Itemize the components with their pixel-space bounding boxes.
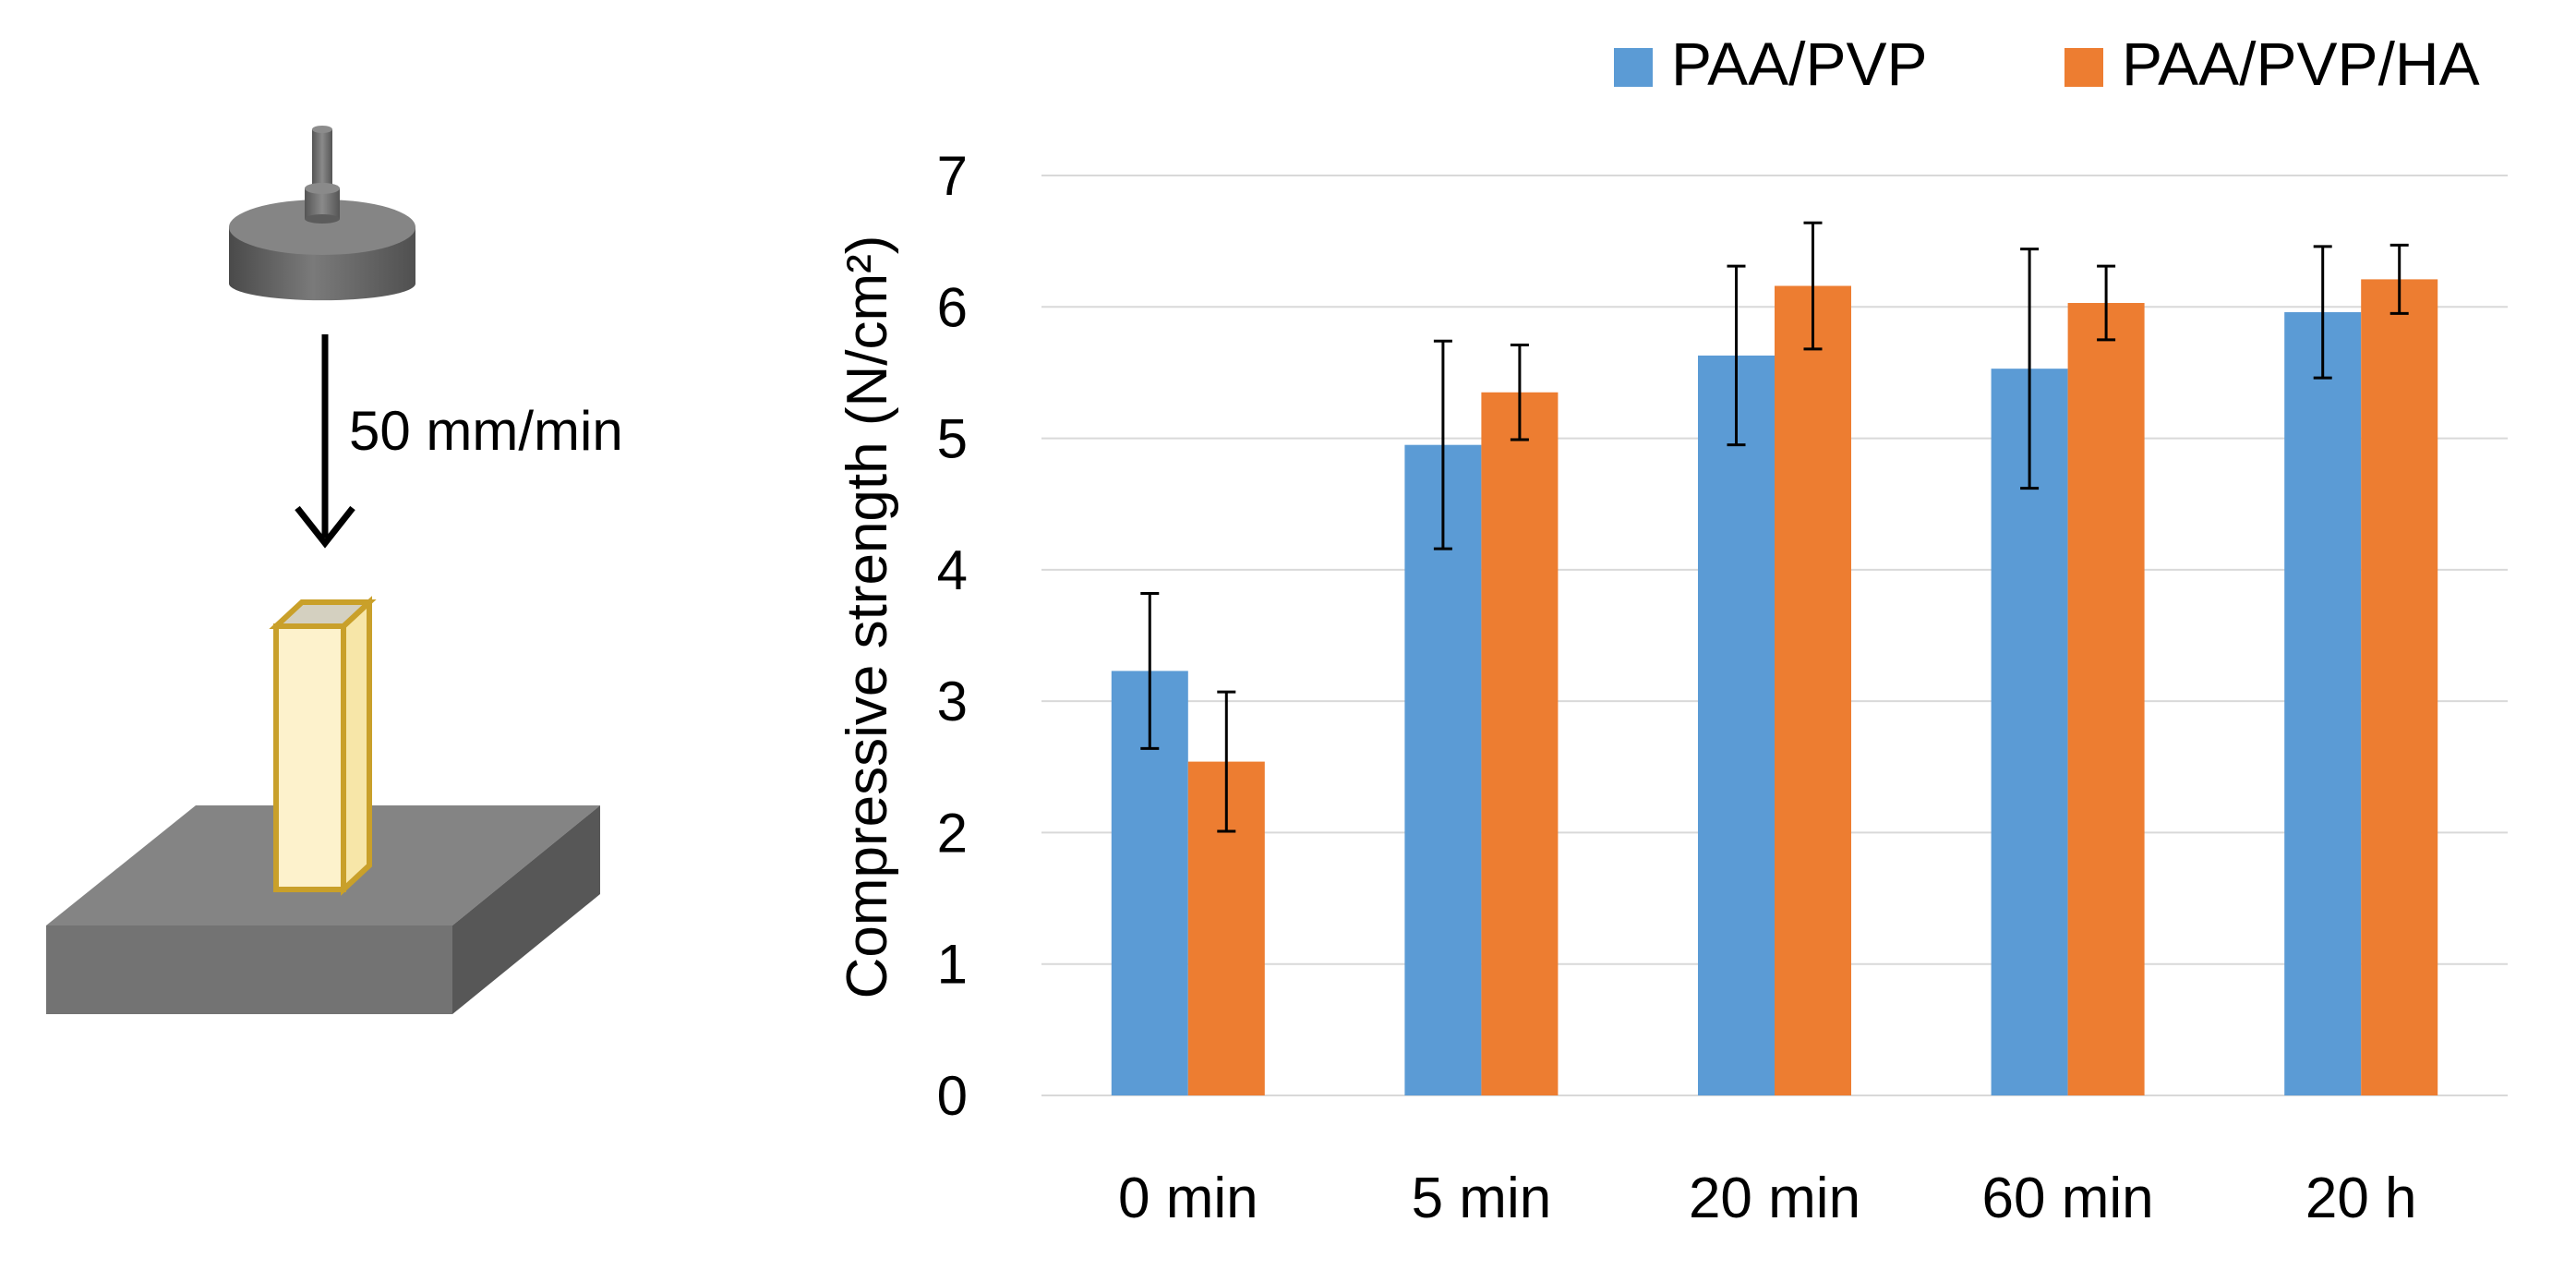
- bars: [1111, 279, 2438, 1096]
- compression-test-schematic: 50 mm/min: [46, 126, 623, 1014]
- y-axis-title: Compressive strength (N/cm²): [836, 236, 899, 999]
- legend: PAA/PVP PAA/PVP/HA: [1614, 30, 2480, 98]
- error-bar-paa-pvp-ha-3: [2097, 264, 2116, 342]
- legend-swatch-paa-pvp-ha: [2064, 48, 2103, 87]
- compression-plate-icon: [229, 126, 415, 301]
- y-tick-label-0: 0: [937, 1065, 968, 1127]
- specimen-block-icon: [269, 596, 377, 896]
- error-bar-paa-pvp-2: [1727, 264, 1746, 447]
- base-platform-icon: [46, 805, 600, 1014]
- legend-label-paa-pvp: PAA/PVP: [1671, 30, 1928, 98]
- x-tick-label-1: 5 min: [1412, 1167, 1552, 1230]
- bar-paa-pvp-4: [2284, 311, 2362, 1095]
- bar-chart: 0 1 2 3 4 5 6 7 0 min 5 min 20 min 60 min 20 h Comp…: [836, 30, 2508, 1230]
- y-tick-label-6: 6: [937, 276, 968, 338]
- bar-paa-pvp-3: [1991, 369, 2068, 1095]
- x-tick-label-2: 20 min: [1689, 1167, 1860, 1230]
- legend-label-paa-pvp-ha: PAA/PVP/HA: [2122, 30, 2480, 98]
- error-bar-paa-pvp-0: [1140, 591, 1160, 750]
- bar-paa-pvp-ha-4: [2361, 279, 2438, 1095]
- legend-swatch-paa-pvp: [1614, 48, 1653, 87]
- error-bar-paa-pvp-4: [2313, 245, 2332, 380]
- bar-paa-pvp-ha-1: [1481, 392, 1559, 1095]
- error-bars: [1140, 221, 2409, 833]
- error-bar-paa-pvp-ha-1: [1510, 344, 1529, 441]
- error-bar-paa-pvp-ha-2: [1803, 221, 1823, 351]
- error-bar-paa-pvp-ha-0: [1217, 690, 1236, 833]
- error-bar-paa-pvp-1: [1433, 339, 1452, 550]
- y-tick-label-7: 7: [937, 145, 968, 207]
- y-tick-label-3: 3: [937, 671, 968, 732]
- bar-paa-pvp-2: [1698, 355, 1775, 1096]
- x-tick-label-3: 60 min: [1982, 1167, 2154, 1230]
- bar-paa-pvp-1: [1404, 444, 1482, 1096]
- x-tick-label-0: 0 min: [1118, 1167, 1258, 1230]
- x-tick-label-4: 20 h: [2305, 1167, 2417, 1230]
- y-axis-ticks: 0 1 2 3 4 5 6 7: [937, 145, 968, 1127]
- y-tick-label-5: 5: [937, 408, 968, 470]
- error-bar-paa-pvp-3: [2020, 248, 2040, 490]
- down-arrow-icon: [295, 334, 355, 549]
- y-tick-label-4: 4: [937, 539, 968, 601]
- x-axis-labels: 0 min 5 min 20 min 60 min 20 h: [1118, 1167, 2417, 1230]
- bar-paa-pvp-ha-2: [1775, 285, 1851, 1095]
- error-bar-paa-pvp-ha-4: [2389, 243, 2409, 315]
- y-tick-label-2: 2: [937, 802, 968, 864]
- y-tick-label-1: 1: [937, 934, 968, 996]
- bar-paa-pvp-ha-3: [2067, 303, 2145, 1095]
- speed-label: 50 mm/min: [349, 400, 623, 462]
